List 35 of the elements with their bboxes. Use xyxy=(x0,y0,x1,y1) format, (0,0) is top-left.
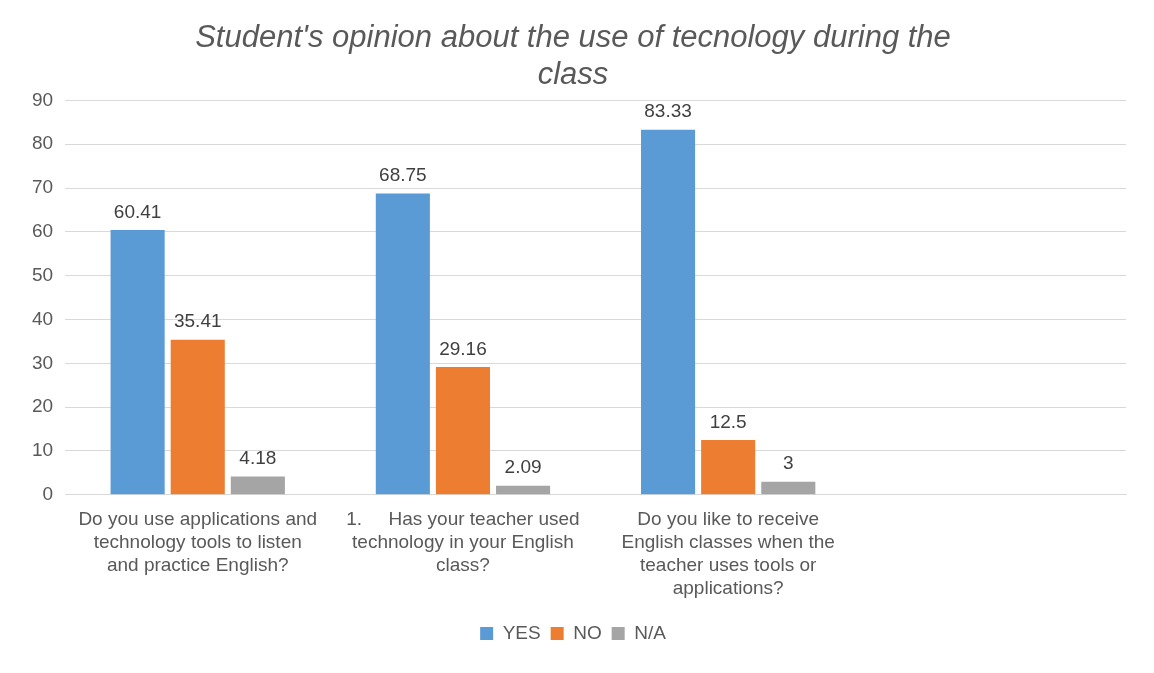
y-tick-label: 0 xyxy=(42,483,54,505)
bar xyxy=(761,481,816,495)
x-tick-label: Do you use applications and technology tools to listen and practice English? xyxy=(78,508,318,576)
data-label: 2.09 xyxy=(504,456,542,478)
bar xyxy=(230,476,285,495)
data-label: 4.18 xyxy=(239,447,277,469)
y-tick-label: 30 xyxy=(31,351,54,373)
y-tick-label: 20 xyxy=(31,395,54,417)
bar xyxy=(701,440,756,495)
data-label: 68.75 xyxy=(379,164,427,186)
y-tick-label: 40 xyxy=(31,307,54,329)
y-tick-label: 80 xyxy=(31,132,54,154)
y-tick-label: 10 xyxy=(31,439,54,461)
chart-title: Student's opinion about the use of tecnology during the class xyxy=(195,19,951,92)
bar xyxy=(496,485,551,495)
bar xyxy=(110,230,165,495)
y-tick-label: 70 xyxy=(31,176,54,198)
data-label: 12.5 xyxy=(709,410,747,432)
y-tick-label: 50 xyxy=(31,263,54,285)
legend-label: YES xyxy=(502,621,541,643)
x-tick-label: 1. Has your teacher used technology in your English class? xyxy=(346,508,580,576)
data-label: 35.41 xyxy=(173,310,222,332)
data-label: 3 xyxy=(783,452,794,474)
y-tick-label: 90 xyxy=(31,88,54,110)
x-tick-label: Do you like to receive English classes when the teacher uses tools or applications? xyxy=(621,508,835,598)
data-label: 29.16 xyxy=(439,337,487,359)
data-label: 83.33 xyxy=(644,100,692,122)
y-tick-label: 60 xyxy=(31,220,54,242)
bar xyxy=(170,339,225,495)
legend-label: NO xyxy=(573,621,602,643)
bar xyxy=(435,367,491,495)
data-label: 60.41 xyxy=(113,200,162,222)
legend-label: N/A xyxy=(634,621,667,643)
bar xyxy=(375,193,430,495)
bar xyxy=(641,129,696,495)
